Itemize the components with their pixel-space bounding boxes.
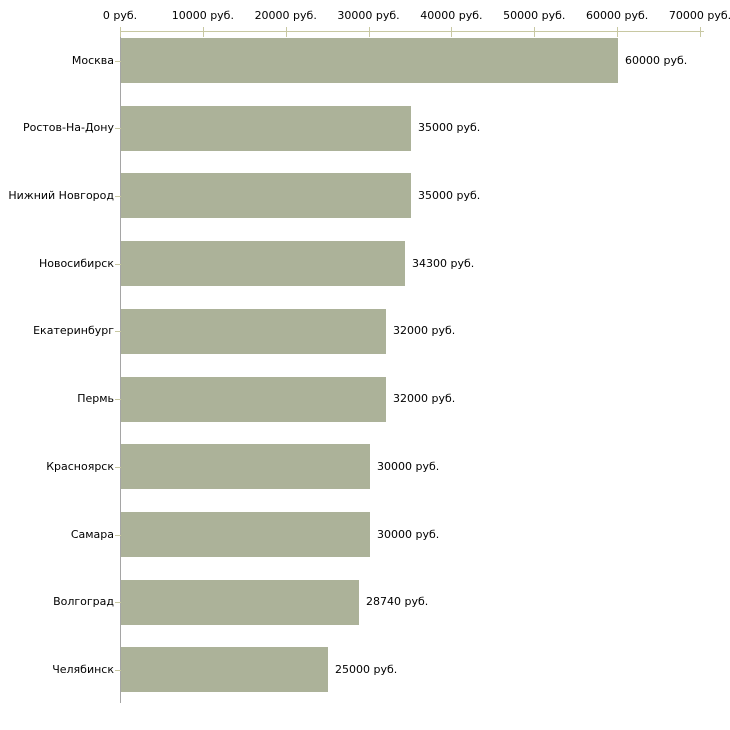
category-tick-mark [115,669,121,671]
value-label: 28740 руб. [366,595,429,609]
category-tick-mark [115,602,121,604]
category-label: Пермь [77,392,114,406]
category-label: Нижний Новгород [8,188,114,202]
bar [121,241,405,287]
category-tick-mark [115,60,121,62]
bar [121,444,370,490]
category-tick-mark [115,195,121,197]
value-label: 32000 руб. [393,324,456,338]
x-axis-tick-mark [700,27,701,37]
x-axis-tick-label: 10000 руб. [171,9,234,22]
y-axis-line [120,31,121,703]
value-label: 35000 руб. [418,188,481,202]
category-tick-mark [115,399,121,401]
category-label: Екатеринбург [33,324,114,338]
category-tick-mark [115,331,121,333]
category-tick-mark [115,534,121,536]
category-label: Челябинск [52,662,114,676]
category-label: Красноярск [46,459,114,473]
x-axis-tick-mark [120,27,121,37]
category-label: Москва [71,53,114,67]
x-axis-tick-label: 0 руб. [102,9,138,22]
x-axis-tick-label: 60000 руб. [586,9,649,22]
category-label: Новосибирск [38,256,114,270]
category-tick-mark [115,466,121,468]
bar [121,376,386,422]
x-axis-tick-mark [202,27,204,37]
bar [121,105,411,151]
category-label: Самара [70,527,114,541]
category-tick-mark [115,128,121,130]
category-label: Волгоград [53,595,114,609]
category-tick-mark [115,263,121,265]
bar [121,308,386,354]
x-axis-line [120,31,704,32]
x-axis-tick-label: 40000 руб. [420,9,483,22]
value-label: 34300 руб. [412,256,475,270]
x-axis-tick-label: 20000 руб. [254,9,317,22]
x-axis-tick-mark [285,27,287,37]
value-label: 30000 руб. [377,527,440,541]
bar [121,38,618,83]
value-label: 30000 руб. [377,459,440,473]
x-axis-tick-mark [368,27,370,37]
x-axis-tick-mark [617,27,619,37]
bar [121,647,328,693]
category-label: Ростов-На-Дону [22,121,114,135]
value-label: 32000 руб. [393,392,456,406]
x-axis-tick-mark [534,27,536,37]
value-label: 35000 руб. [418,121,481,135]
x-axis-tick-label: 50000 руб. [503,9,566,22]
bar [121,173,411,219]
x-axis-tick-label: 30000 руб. [337,9,400,22]
x-axis-tick-label: 70000 руб. [668,9,730,22]
bar [121,579,359,625]
x-axis-tick-mark [451,27,453,37]
bar [121,512,370,558]
value-label: 60000 руб. [625,53,688,67]
value-label: 25000 руб. [335,662,398,676]
